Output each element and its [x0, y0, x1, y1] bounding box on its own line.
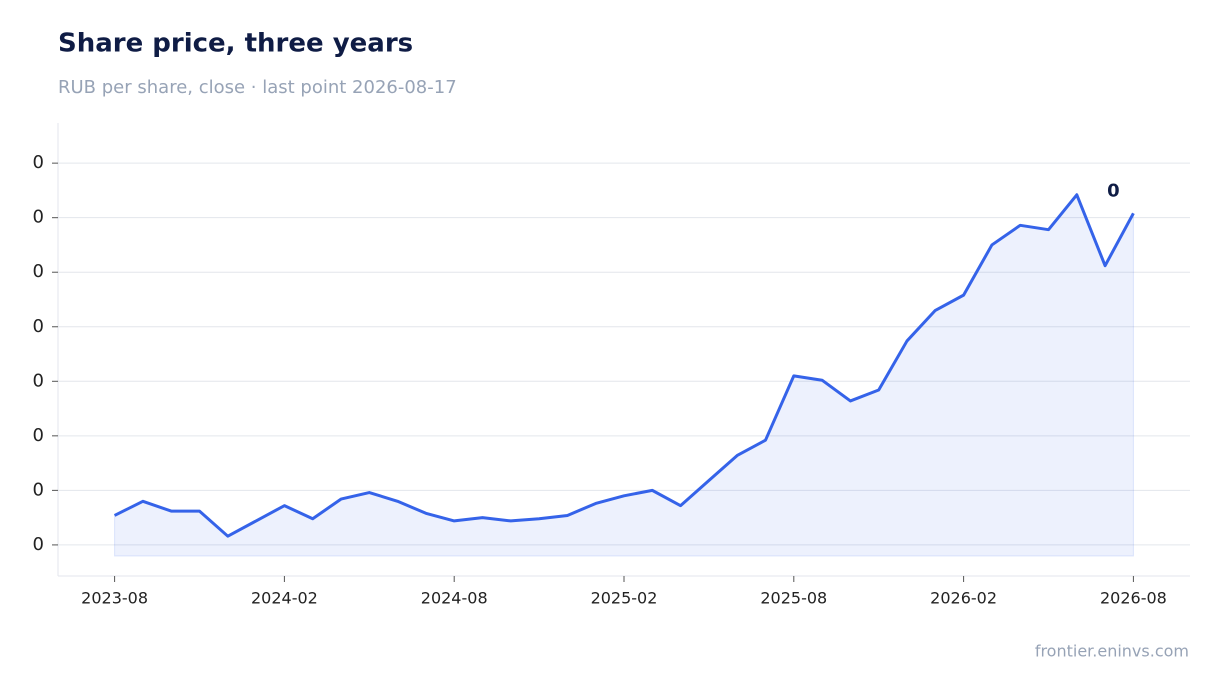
y-tick-label: 0 [33, 425, 44, 446]
x-tick-label: 2026-02 [930, 589, 997, 608]
y-tick-label: 0 [33, 316, 44, 337]
price-line [113, 193, 1135, 538]
y-tick-label: 0 [33, 370, 44, 391]
y-tick-label: 0 [33, 207, 44, 228]
source: frontier.eninvs.com [1035, 642, 1189, 661]
y-tick-label: 0 [33, 479, 44, 500]
chart-subtitle: RUB per share, close · last point 2026-0… [58, 77, 457, 98]
y-tick-label: 0 [33, 152, 44, 173]
x-tick-label: 2024-02 [251, 589, 318, 608]
annotation: 0 [1107, 180, 1120, 201]
y-tick-label: 0 [33, 534, 44, 555]
x-tick-label: 2024-08 [421, 589, 488, 608]
x-tick-label: 2025-08 [760, 589, 827, 608]
x-tick-label: 2026-08 [1100, 589, 1167, 608]
chart-title: Share price, three years [58, 29, 413, 59]
x-tick-label: 2023-08 [81, 589, 148, 608]
y-tick-label: 0 [33, 261, 44, 282]
x-tick-label: 2025-02 [591, 589, 658, 608]
area-fill [114, 193, 1134, 557]
